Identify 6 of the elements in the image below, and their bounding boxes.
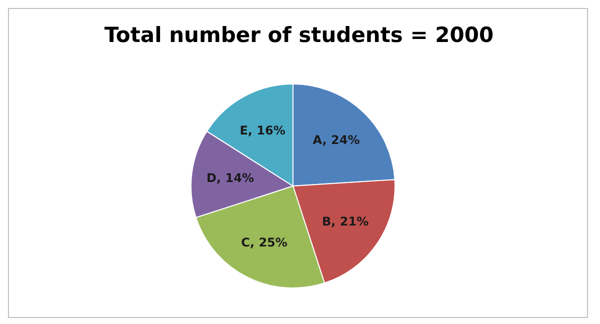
slice-label: E, 16% [240,124,286,138]
chart-title: Total number of students = 2000 [103,23,495,47]
slice-label: D, 14% [206,171,254,186]
slice-label: C, 25% [241,235,288,250]
slice-label: A, 24% [312,132,360,147]
slice-label: B, 21% [322,214,369,229]
